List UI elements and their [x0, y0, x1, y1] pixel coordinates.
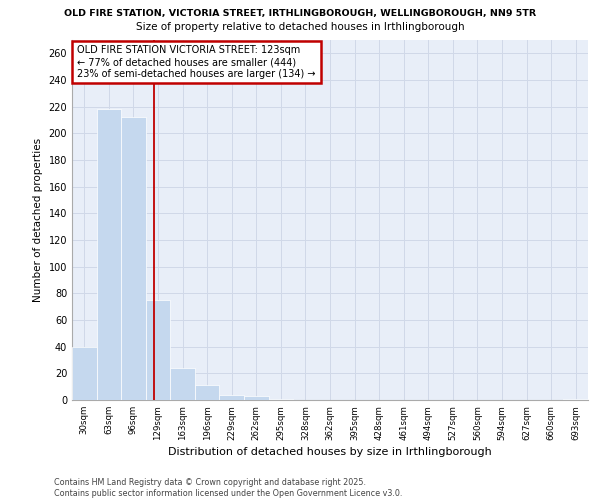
Bar	[220, 394, 244, 400]
Bar	[146, 300, 170, 400]
Text: Size of property relative to detached houses in Irthlingborough: Size of property relative to detached ho…	[136, 22, 464, 32]
Bar	[244, 396, 269, 400]
Bar	[563, 398, 588, 400]
Bar	[269, 398, 293, 400]
Bar	[97, 110, 121, 400]
Y-axis label: Number of detached properties: Number of detached properties	[33, 138, 43, 302]
X-axis label: Distribution of detached houses by size in Irthlingborough: Distribution of detached houses by size …	[168, 446, 492, 456]
Bar	[72, 346, 97, 400]
Bar	[121, 118, 146, 400]
Bar	[195, 386, 220, 400]
Text: Contains HM Land Registry data © Crown copyright and database right 2025.
Contai: Contains HM Land Registry data © Crown c…	[54, 478, 403, 498]
Text: OLD FIRE STATION, VICTORIA STREET, IRTHLINGBOROUGH, WELLINGBOROUGH, NN9 5TR: OLD FIRE STATION, VICTORIA STREET, IRTHL…	[64, 9, 536, 18]
Text: OLD FIRE STATION VICTORIA STREET: 123sqm
← 77% of detached houses are smaller (4: OLD FIRE STATION VICTORIA STREET: 123sqm…	[77, 46, 316, 78]
Bar	[170, 368, 195, 400]
